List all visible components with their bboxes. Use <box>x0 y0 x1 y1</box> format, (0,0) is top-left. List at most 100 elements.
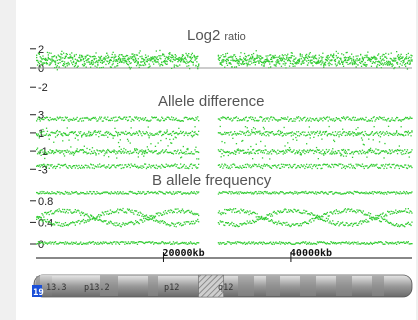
data-point <box>257 55 259 57</box>
data-point <box>73 55 76 58</box>
data-point <box>39 131 41 133</box>
data-point <box>387 152 389 155</box>
data-point <box>61 164 63 166</box>
band-label: p12 <box>164 283 179 293</box>
data-point <box>312 118 314 120</box>
data-point <box>119 164 121 166</box>
data-point <box>84 117 86 119</box>
data-point <box>311 118 313 120</box>
data-point <box>175 191 177 193</box>
data-point <box>222 61 224 63</box>
data-point <box>123 193 125 195</box>
data-point <box>61 50 63 52</box>
data-point <box>233 54 235 56</box>
data-point <box>187 149 189 151</box>
data-point <box>153 220 155 222</box>
data-point <box>125 149 127 151</box>
data-point <box>359 132 361 134</box>
data-point <box>287 59 289 61</box>
data-point <box>36 133 38 135</box>
data-point <box>363 192 365 194</box>
data-point <box>184 167 186 169</box>
data-point <box>302 222 304 224</box>
data-point <box>46 59 49 61</box>
data-point <box>269 118 271 120</box>
data-point <box>369 150 371 152</box>
data-point <box>238 119 240 122</box>
data-point <box>52 151 54 153</box>
data-point <box>115 153 117 155</box>
data-point <box>323 241 325 243</box>
data-point <box>161 163 163 166</box>
data-point <box>261 150 263 152</box>
data-point <box>102 66 104 68</box>
data-point <box>311 167 313 170</box>
data-point <box>39 120 41 122</box>
data-point <box>63 208 66 211</box>
data-point <box>405 130 407 133</box>
data-point <box>174 163 176 165</box>
data-point <box>350 133 352 135</box>
data-point <box>126 60 128 63</box>
data-point <box>304 221 306 223</box>
data-point <box>306 134 308 136</box>
data-point <box>164 242 166 244</box>
data-point <box>135 61 137 63</box>
data-point <box>88 166 90 168</box>
data-point <box>350 163 352 165</box>
data-point <box>103 220 105 222</box>
data-point <box>410 210 412 213</box>
data-point <box>240 133 242 135</box>
data-point <box>82 65 85 67</box>
data-point <box>175 165 177 168</box>
data-point <box>74 151 76 153</box>
data-point <box>288 57 290 59</box>
data-point <box>162 220 164 222</box>
data-point <box>181 224 184 226</box>
data-point <box>349 243 351 245</box>
data-point <box>81 56 83 58</box>
data-point <box>137 117 139 119</box>
data-point <box>286 242 288 244</box>
data-point <box>248 241 250 243</box>
data-point <box>184 116 186 118</box>
data-point <box>190 151 193 153</box>
data-point <box>354 62 356 64</box>
data-point <box>162 64 164 67</box>
data-point <box>364 61 366 64</box>
data-point <box>244 117 247 119</box>
data-point <box>387 152 390 154</box>
data-point <box>342 117 344 119</box>
data-point <box>59 131 61 133</box>
data-point <box>219 241 221 244</box>
data-point <box>224 116 226 119</box>
data-point <box>292 193 294 195</box>
data-point <box>108 61 111 64</box>
data-point <box>324 213 327 215</box>
data-point <box>48 167 50 169</box>
data-point <box>221 242 223 244</box>
data-point <box>374 152 376 154</box>
data-point <box>140 64 142 67</box>
data-point <box>182 120 184 122</box>
data-point <box>56 191 58 193</box>
data-point <box>68 243 70 245</box>
data-point <box>405 191 408 193</box>
data-point <box>288 120 290 122</box>
data-point <box>319 218 321 221</box>
data-point <box>312 214 314 216</box>
data-point <box>265 149 267 151</box>
data-point <box>328 243 330 245</box>
data-point <box>105 192 107 194</box>
data-point <box>386 130 388 133</box>
data-point <box>270 241 272 243</box>
data-point <box>119 151 121 153</box>
data-point <box>132 59 134 61</box>
data-point <box>137 152 139 155</box>
data-point <box>143 119 145 121</box>
data-point <box>355 212 357 214</box>
data-point <box>36 59 38 62</box>
data-point <box>241 209 243 212</box>
data-point <box>368 58 370 61</box>
data-point <box>56 150 58 152</box>
